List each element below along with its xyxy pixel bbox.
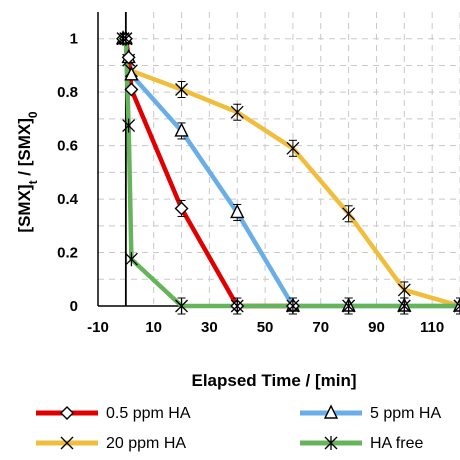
marker-stroke <box>453 299 460 307</box>
x-tick-label: 10 <box>145 319 162 336</box>
y-axis-title-part2: / [SMX] <box>15 118 34 180</box>
y-axis-title-sub2: 0 <box>26 111 40 118</box>
data-point <box>453 299 460 313</box>
marker-stroke <box>175 83 188 96</box>
y-axis-title-part1: [SMX] <box>15 184 34 232</box>
x-tick-labels: -10 10 30 50 70 90 110 <box>87 319 444 336</box>
x-tick-label: 70 <box>312 319 329 336</box>
y-axis-title: [SMX]t / [SMX]0 <box>15 111 40 233</box>
legend-marker <box>60 436 74 450</box>
data-point <box>397 299 411 313</box>
x-tick-label: 30 <box>201 319 218 336</box>
data-point <box>122 118 136 133</box>
y-tick-label: 0.6 <box>57 138 78 155</box>
x-tick-label: -10 <box>87 319 109 336</box>
data-point <box>230 105 244 119</box>
data-point <box>397 283 411 297</box>
data-point <box>124 82 139 97</box>
x-tick-label: 50 <box>257 319 274 336</box>
marker-stroke <box>60 436 74 450</box>
data-point <box>124 66 139 81</box>
legend-item: 0.5 ppm HA <box>36 405 191 422</box>
marker-stroke <box>342 207 356 221</box>
data-point <box>174 201 189 216</box>
y-tick-label: 0 <box>70 298 78 315</box>
legend-label: HA free <box>370 435 423 452</box>
x-tick-label: 90 <box>368 319 385 336</box>
data-point <box>342 207 356 221</box>
legend-label: 0.5 ppm HA <box>106 405 191 422</box>
marker-stroke <box>286 141 300 155</box>
data-point <box>175 83 188 96</box>
data-point <box>121 50 136 65</box>
data-point <box>174 122 189 137</box>
data-point <box>119 31 133 46</box>
legend-item: HA free <box>300 435 423 452</box>
marker-stroke <box>453 305 460 313</box>
legend-label: 20 ppm HA <box>106 435 186 452</box>
x-tick-label: 110 <box>420 319 444 336</box>
x-axis-title: Elapsed Time / [min] <box>191 371 356 390</box>
data-point <box>124 252 138 267</box>
legend-marker <box>60 406 74 420</box>
series-layer <box>115 30 460 315</box>
data-point <box>230 203 245 219</box>
legend-item: 20 ppm HA <box>36 435 186 452</box>
data-point <box>342 299 356 313</box>
y-tick-label: 1 <box>70 31 78 48</box>
data-point <box>286 299 300 313</box>
y-tick-label: 0.2 <box>57 245 78 262</box>
marker-stroke <box>397 283 411 297</box>
legend-marker <box>324 436 338 450</box>
y-tick-labels: 0 0.2 0.4 0.6 0.8 1 <box>57 31 79 315</box>
y-tick-label: 0.8 <box>57 84 78 101</box>
series-line <box>123 36 460 309</box>
data-point <box>286 141 300 155</box>
data-point <box>175 299 188 313</box>
legend-label: 5 ppm HA <box>370 405 441 422</box>
marker-stroke <box>230 105 244 119</box>
legend-marker <box>323 404 339 419</box>
data-point <box>230 299 244 313</box>
y-axis-title-sub1: t <box>26 180 40 184</box>
data-point <box>116 31 130 46</box>
grid <box>98 12 460 306</box>
legend-item: 5 ppm HA <box>300 404 441 422</box>
legend: 0.5 ppm HA 5 ppm HA 20 ppm HA HA free <box>36 404 441 452</box>
axes <box>97 12 460 307</box>
y-tick-label: 0.4 <box>57 191 79 208</box>
